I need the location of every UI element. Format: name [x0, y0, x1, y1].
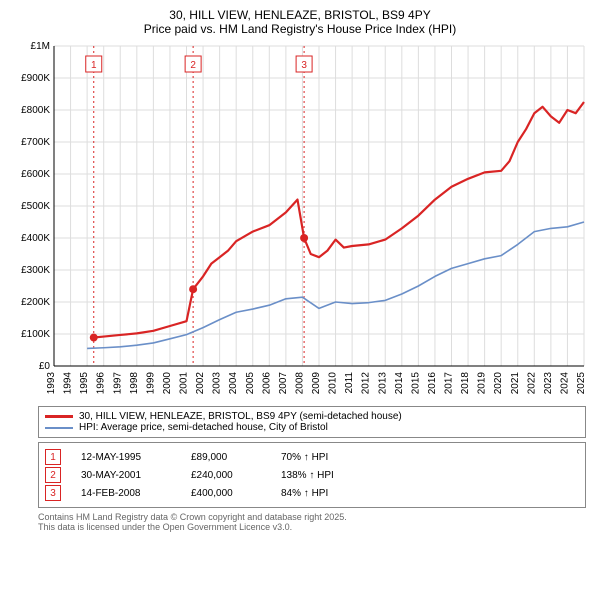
svg-text:2: 2 [190, 60, 196, 71]
event-marker: 3 [45, 485, 61, 501]
svg-text:£200K: £200K [21, 297, 50, 308]
sale-events-table: 1 12-MAY-1995 £89,000 70% ↑ HPI 2 30-MAY-2001… [38, 442, 586, 508]
event-marker: 1 [45, 449, 61, 465]
event-row: 2 30-MAY-2001 £240,000 138% ↑ HPI [45, 467, 579, 483]
svg-text:£900K: £900K [21, 73, 50, 84]
event-hpi: 138% ↑ HPI [281, 470, 371, 481]
svg-text:2025: 2025 [576, 372, 587, 395]
legend-item-property: 30, HILL VIEW, HENLEAZE, BRISTOL, BS9 4P… [45, 411, 579, 422]
line-chart-svg: £0 £100K £200K £300K £400K £500K £600K £700K £80… [8, 40, 592, 400]
legend-swatch-hpi [45, 427, 73, 429]
svg-text:2011: 2011 [344, 372, 355, 394]
chart-area: £0 £100K £200K £300K £400K £500K £600K £700K £80… [8, 40, 592, 400]
svg-text:1998: 1998 [129, 372, 140, 395]
svg-text:2015: 2015 [410, 372, 421, 395]
svg-text:2001: 2001 [179, 372, 190, 395]
svg-text:1996: 1996 [96, 372, 107, 395]
event-price: £89,000 [191, 452, 261, 463]
svg-text:2005: 2005 [245, 372, 256, 395]
svg-text:1: 1 [91, 60, 97, 71]
event-hpi: 70% ↑ HPI [281, 452, 371, 463]
svg-text:1997: 1997 [112, 372, 123, 395]
svg-text:£100K: £100K [21, 329, 50, 340]
svg-text:£800K: £800K [21, 105, 50, 116]
svg-text:2010: 2010 [328, 372, 339, 395]
chart-title-line1: 30, HILL VIEW, HENLEAZE, BRISTOL, BS9 4P… [8, 8, 592, 22]
event-date: 12-MAY-1995 [81, 452, 171, 463]
svg-text:2003: 2003 [212, 372, 223, 395]
event-hpi: 84% ↑ HPI [281, 488, 371, 499]
svg-text:2000: 2000 [162, 372, 173, 395]
event-row: 3 14-FEB-2008 £400,000 84% ↑ HPI [45, 485, 579, 501]
svg-text:2023: 2023 [543, 372, 554, 395]
svg-text:2016: 2016 [427, 372, 438, 395]
svg-text:2006: 2006 [261, 372, 272, 395]
svg-text:2008: 2008 [294, 372, 305, 395]
svg-text:2022: 2022 [526, 372, 537, 395]
svg-text:2009: 2009 [311, 372, 322, 395]
svg-text:2020: 2020 [493, 372, 504, 395]
event-date: 30-MAY-2001 [81, 470, 171, 481]
chart-legend: 30, HILL VIEW, HENLEAZE, BRISTOL, BS9 4P… [38, 406, 586, 438]
svg-text:£0: £0 [39, 361, 51, 372]
svg-text:2007: 2007 [278, 372, 289, 395]
svg-text:£400K: £400K [21, 233, 50, 244]
svg-text:2012: 2012 [361, 372, 372, 395]
svg-text:£700K: £700K [21, 137, 50, 148]
svg-text:2004: 2004 [228, 372, 239, 395]
svg-text:1999: 1999 [145, 372, 156, 395]
svg-text:3: 3 [301, 60, 307, 71]
event-row: 1 12-MAY-1995 £89,000 70% ↑ HPI [45, 449, 579, 465]
svg-text:2019: 2019 [477, 372, 488, 395]
svg-text:£600K: £600K [21, 169, 50, 180]
legend-item-hpi: HPI: Average price, semi-detached house,… [45, 422, 579, 433]
svg-text:2024: 2024 [559, 372, 570, 395]
legend-swatch-property [45, 415, 73, 418]
svg-text:2002: 2002 [195, 372, 206, 395]
svg-text:1993: 1993 [46, 372, 57, 395]
svg-text:£500K: £500K [21, 201, 50, 212]
footnote-line2: This data is licensed under the Open Gov… [38, 522, 586, 532]
svg-text:1995: 1995 [79, 372, 90, 395]
svg-text:2017: 2017 [444, 372, 455, 395]
event-marker: 2 [45, 467, 61, 483]
svg-text:2021: 2021 [510, 372, 521, 395]
event-price: £400,000 [191, 488, 261, 499]
svg-text:£300K: £300K [21, 265, 50, 276]
legend-label-hpi: HPI: Average price, semi-detached house,… [79, 422, 328, 433]
svg-text:1994: 1994 [63, 372, 74, 395]
svg-text:2013: 2013 [377, 372, 388, 395]
svg-text:2018: 2018 [460, 372, 471, 395]
svg-text:2014: 2014 [394, 372, 405, 395]
svg-text:£1M: £1M [31, 41, 50, 52]
event-price: £240,000 [191, 470, 261, 481]
footnote-line1: Contains HM Land Registry data © Crown c… [38, 512, 586, 522]
event-date: 14-FEB-2008 [81, 488, 171, 499]
footnote: Contains HM Land Registry data © Crown c… [38, 512, 586, 532]
legend-label-property: 30, HILL VIEW, HENLEAZE, BRISTOL, BS9 4P… [79, 411, 402, 422]
chart-title-line2: Price paid vs. HM Land Registry's House … [8, 22, 592, 36]
